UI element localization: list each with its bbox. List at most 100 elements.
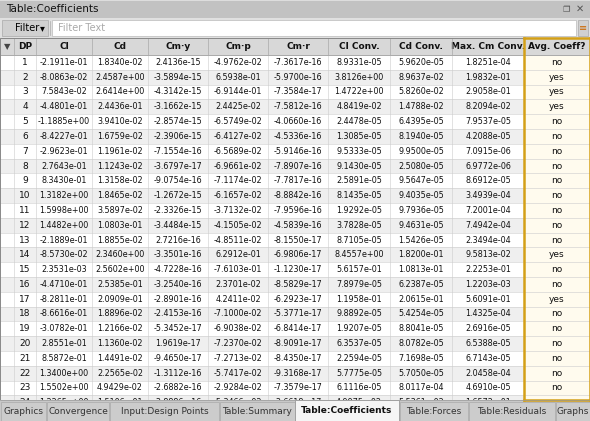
Bar <box>0 18 590 38</box>
Bar <box>0 38 590 400</box>
Text: -7.3584e-17: -7.3584e-17 <box>274 88 322 96</box>
Bar <box>0 0 590 18</box>
Text: 8.9637e-02: 8.9637e-02 <box>398 73 444 82</box>
Bar <box>0 218 524 232</box>
Bar <box>524 159 590 173</box>
Text: 4.8419e-02: 4.8419e-02 <box>336 102 382 111</box>
Bar <box>556 402 589 421</box>
Text: -8.4350e-17: -8.4350e-17 <box>274 354 322 363</box>
Text: 20: 20 <box>19 339 31 348</box>
Text: 7.9537e-05: 7.9537e-05 <box>465 117 511 126</box>
Text: -7.5812e-16: -7.5812e-16 <box>274 102 322 111</box>
Text: 4.9975e-02: 4.9975e-02 <box>336 398 382 407</box>
Text: 1.1360e-02: 1.1360e-02 <box>97 339 143 348</box>
Text: -7.7817e-16: -7.7817e-16 <box>274 176 322 185</box>
Text: 1.4482e+00: 1.4482e+00 <box>40 221 88 230</box>
Text: Table:Residuals: Table:Residuals <box>477 407 546 416</box>
Text: no: no <box>552 58 563 67</box>
Bar <box>524 232 590 248</box>
Bar <box>52 20 576 36</box>
Text: 16: 16 <box>19 280 31 289</box>
Text: -2.8574e-15: -2.8574e-15 <box>153 117 202 126</box>
Text: 1.5502e+00: 1.5502e+00 <box>40 384 88 392</box>
Bar <box>0 395 524 410</box>
Text: -4.1505e-02: -4.1505e-02 <box>214 221 263 230</box>
Text: 2.4425e-02: 2.4425e-02 <box>215 102 261 111</box>
Text: 1.0813e-01: 1.0813e-01 <box>398 265 444 274</box>
Text: 6.7143e-05: 6.7143e-05 <box>465 354 511 363</box>
Text: 1.5426e-05: 1.5426e-05 <box>398 235 444 245</box>
Text: -7.8907e-16: -7.8907e-16 <box>274 162 322 171</box>
Text: yes: yes <box>549 88 565 96</box>
Text: 7.8979e-05: 7.8979e-05 <box>336 280 382 289</box>
Text: -8.2811e-01: -8.2811e-01 <box>40 295 88 304</box>
Text: 1.0803e-01: 1.0803e-01 <box>97 221 143 230</box>
Bar <box>524 129 590 144</box>
Bar <box>524 381 590 395</box>
Bar <box>0 114 524 129</box>
Text: 1.4788e-02: 1.4788e-02 <box>398 102 444 111</box>
Text: -8.8842e-16: -8.8842e-16 <box>274 191 322 200</box>
Text: -1.2672e-15: -1.2672e-15 <box>153 191 202 200</box>
Text: Table:Forces: Table:Forces <box>406 407 461 416</box>
Text: 10: 10 <box>19 191 31 200</box>
Text: 9: 9 <box>22 176 28 185</box>
Text: no: no <box>552 324 563 333</box>
Bar <box>0 85 524 99</box>
Text: 1.8855e-02: 1.8855e-02 <box>97 235 143 245</box>
Text: Table:Coefficients: Table:Coefficients <box>6 4 99 14</box>
Text: no: no <box>552 206 563 215</box>
Bar <box>0 203 524 218</box>
Bar <box>524 366 590 381</box>
Bar <box>524 38 590 400</box>
Text: -4.9762e-02: -4.9762e-02 <box>214 58 263 67</box>
Text: ✕: ✕ <box>576 4 584 14</box>
Text: -2.9623e-01: -2.9623e-01 <box>40 147 88 156</box>
Text: -1.3112e-16: -1.3112e-16 <box>154 369 202 378</box>
Text: 2.6414e+00: 2.6414e+00 <box>96 88 145 96</box>
Text: 1.2265e+00: 1.2265e+00 <box>40 398 88 407</box>
Text: -3.0782e-01: -3.0782e-01 <box>40 324 88 333</box>
Text: 6: 6 <box>22 132 28 141</box>
Text: 4.2088e-05: 4.2088e-05 <box>465 132 511 141</box>
Bar <box>524 218 590 232</box>
Bar <box>0 351 524 366</box>
Text: 2.3701e-02: 2.3701e-02 <box>215 280 261 289</box>
Text: -7.1000e-02: -7.1000e-02 <box>214 309 262 319</box>
Bar <box>1 402 46 421</box>
Text: 8.5872e-01: 8.5872e-01 <box>41 354 87 363</box>
Text: 1.3085e-05: 1.3085e-05 <box>336 132 382 141</box>
Text: Input:Design Points: Input:Design Points <box>121 407 209 416</box>
Text: 19: 19 <box>19 324 31 333</box>
Text: 1.9292e-05: 1.9292e-05 <box>336 206 382 215</box>
Text: 3.4939e-04: 3.4939e-04 <box>465 191 511 200</box>
Text: no: no <box>552 384 563 392</box>
Text: 8.3430e-01: 8.3430e-01 <box>41 176 87 185</box>
Text: -2.3326e-15: -2.3326e-15 <box>153 206 202 215</box>
Text: 4.6910e-05: 4.6910e-05 <box>465 384 511 392</box>
Text: -7.6103e-01: -7.6103e-01 <box>214 265 262 274</box>
Text: 1.6759e-02: 1.6759e-02 <box>97 132 143 141</box>
Text: no: no <box>552 354 563 363</box>
Text: Avg. Coeff?: Avg. Coeff? <box>528 42 586 51</box>
Text: 17: 17 <box>19 295 31 304</box>
Text: 5.8260e-02: 5.8260e-02 <box>398 88 444 96</box>
Text: 1.8465e-02: 1.8465e-02 <box>97 191 143 200</box>
Text: 2.0458e-04: 2.0458e-04 <box>465 369 511 378</box>
Text: 2.5602e+00: 2.5602e+00 <box>95 265 145 274</box>
Text: 1.6572e-01: 1.6572e-01 <box>465 398 511 407</box>
Text: 9.5333e-05: 9.5333e-05 <box>336 147 382 156</box>
Bar <box>524 70 590 85</box>
Text: no: no <box>552 265 563 274</box>
Text: 9.7936e-05: 9.7936e-05 <box>398 206 444 215</box>
Text: 7: 7 <box>22 147 28 156</box>
Text: 1.1961e-02: 1.1961e-02 <box>97 147 143 156</box>
Text: 1.9832e-01: 1.9832e-01 <box>465 73 511 82</box>
Bar <box>524 262 590 277</box>
Text: -2.9284e-02: -2.9284e-02 <box>214 384 263 392</box>
Text: -7.3617e-16: -7.3617e-16 <box>274 58 322 67</box>
Text: -6.9038e-02: -6.9038e-02 <box>214 324 262 333</box>
Text: 8.0782e-05: 8.0782e-05 <box>398 339 444 348</box>
Text: -3.7132e-02: -3.7132e-02 <box>214 206 263 215</box>
Text: no: no <box>552 191 563 200</box>
